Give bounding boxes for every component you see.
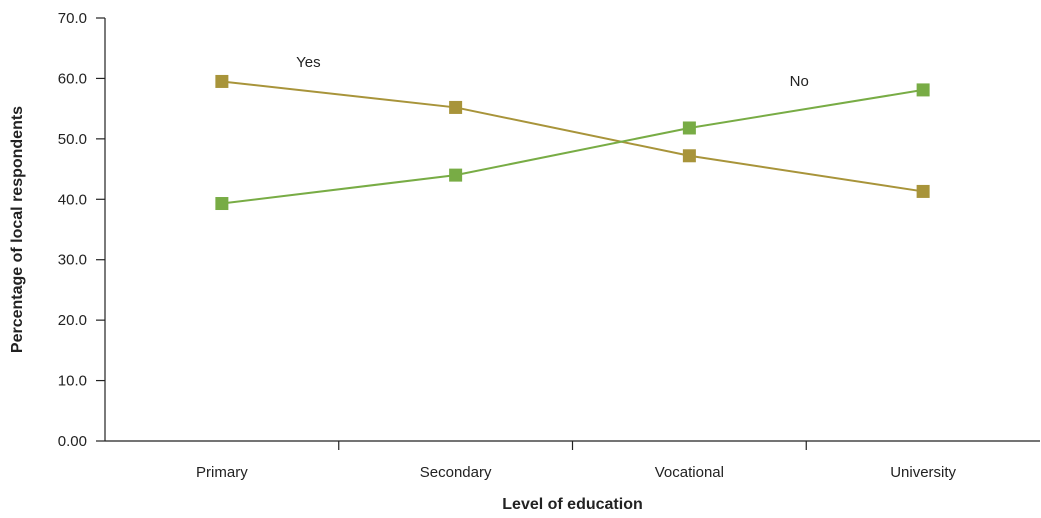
y-tick-label: 10.0 (58, 373, 87, 390)
x-axis-ticks: Primary Secondary Vocational University (196, 441, 957, 481)
y-axis-ticks: 0.00 10.0 20.0 30.0 40.0 50.0 60.0 70.0 (58, 10, 105, 450)
data-point-no (215, 197, 229, 211)
data-point-yes (682, 149, 696, 163)
axes (104, 18, 1040, 442)
y-tick-label: 70.0 (58, 10, 87, 27)
series-layer: Yes No (215, 54, 930, 211)
y-tick-label: 50.0 (58, 131, 87, 148)
y-tick-label: 20.0 (58, 312, 87, 329)
y-tick-label: 0.00 (58, 433, 87, 450)
y-axis-title: Percentage of local respondents (9, 106, 26, 353)
x-tick-label: University (890, 464, 956, 481)
series-line-yes (221, 80, 924, 193)
y-tick-label: 30.0 (58, 252, 87, 269)
series-label-yes: Yes (296, 54, 320, 71)
data-point-yes (215, 74, 229, 88)
x-tick-label: Secondary (420, 464, 492, 481)
y-tick-label: 60.0 (58, 70, 87, 87)
y-tick-label: 40.0 (58, 191, 87, 208)
x-tick-label: Primary (196, 464, 248, 481)
data-point-no (449, 168, 463, 182)
series-line-no (221, 88, 924, 205)
data-point-no (682, 121, 696, 135)
data-point-yes (449, 100, 463, 114)
x-tick-label: Vocational (655, 464, 724, 481)
data-point-no (916, 83, 930, 97)
data-point-yes (916, 184, 930, 198)
x-axis-title: Level of education (502, 496, 642, 513)
series-label-no: No (790, 73, 809, 90)
